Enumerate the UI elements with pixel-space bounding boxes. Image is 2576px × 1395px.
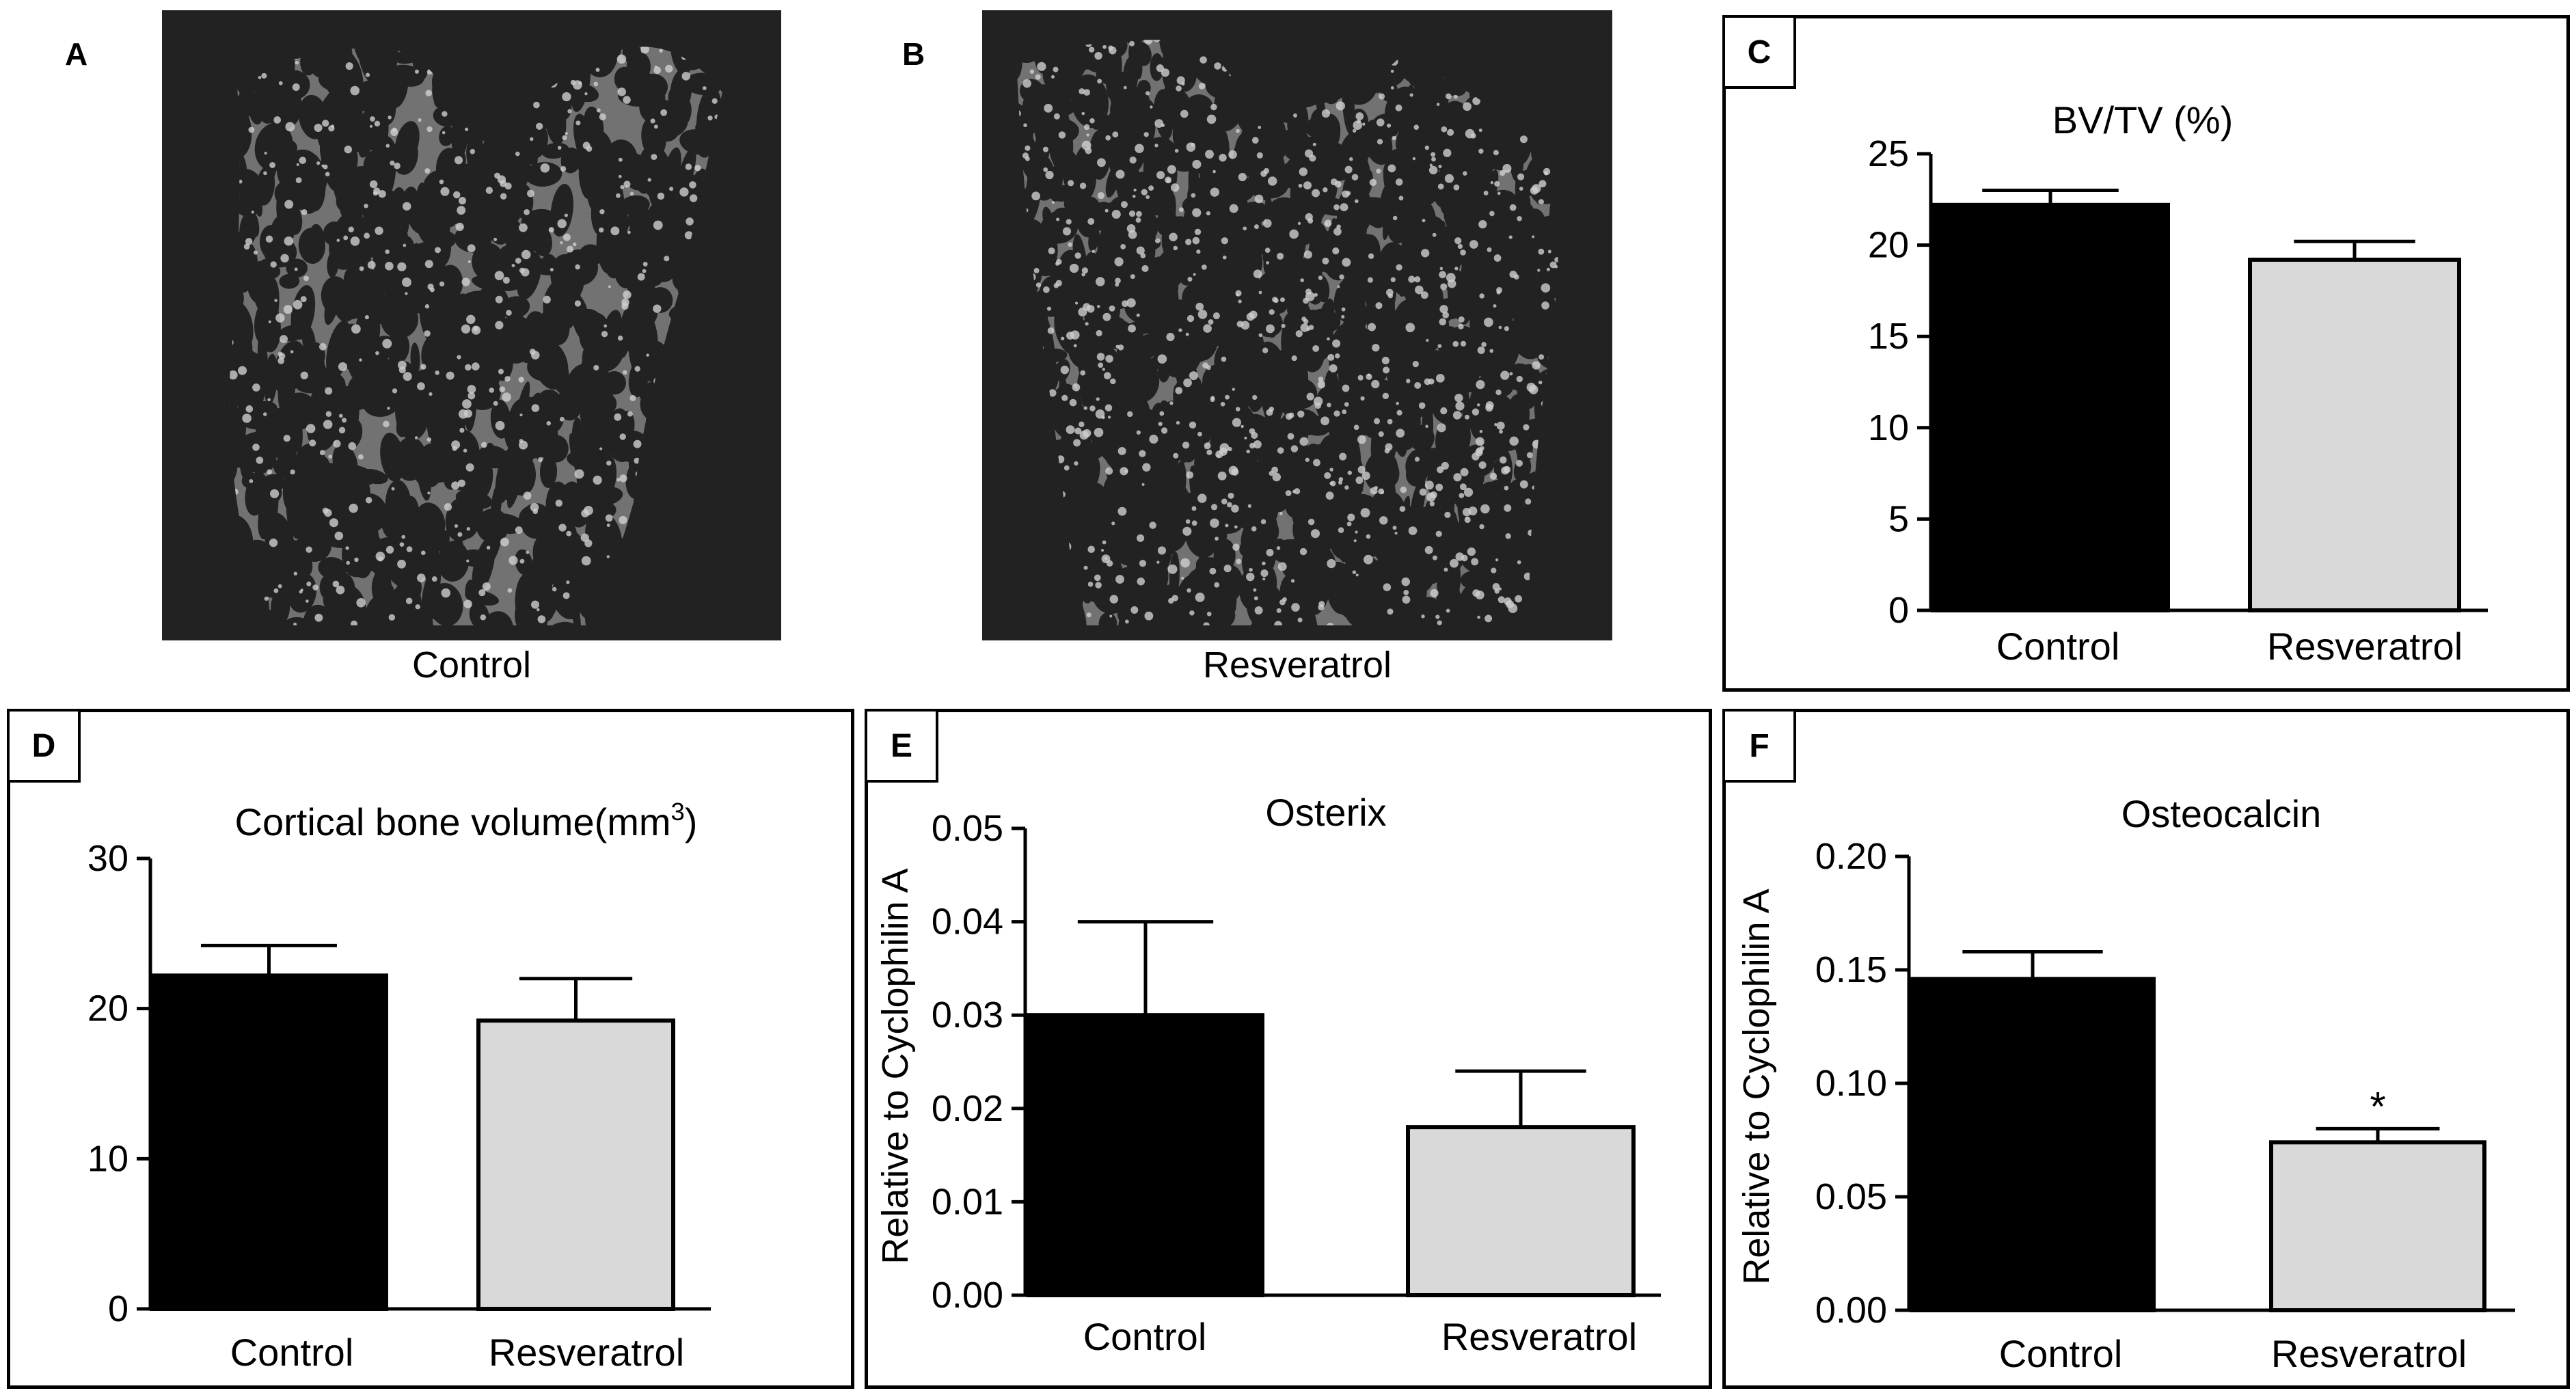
chart-title: Cortical bone volume(mm3) [235,798,698,843]
x-category-label: Resveratrol [2271,1332,2467,1375]
x-category-label: Control [1996,625,2120,668]
y-tick-label: 0.05 [932,808,1003,849]
panel-f-letter: F [1722,709,1796,783]
trabecular-bone-render [1016,40,1558,626]
chart-c: BV/TV (%) 0 5 10 15 20 25 Control Resveratrol [1868,98,2488,668]
significance-marker: * [2370,1083,2385,1129]
y-tick-label: 0.00 [1815,1290,1887,1331]
chart-d: Cortical bone volume(mm3) 0 10 20 30 Control R… [87,798,711,1374]
micro-ct-caption-resveratrol: Resveratrol [1202,645,1392,686]
x-category-label: Resveratrol [489,1331,684,1374]
y-tick-label: 0.02 [932,1088,1003,1129]
y-tick-label: 0.01 [932,1181,1003,1222]
panel-d-frame [7,709,854,1389]
trabecular-bone-render [229,46,723,626]
y-tick-label: 25 [1868,133,1909,174]
x-category-label: Control [1083,1315,1207,1358]
y-tick-label: 15 [1868,316,1909,357]
y-tick-label: 5 [1888,498,1909,539]
y-axis-label: Relative to Cyclophilin A [1736,889,1777,1284]
x-category-label: Control [1999,1332,2123,1375]
micro-ct-caption-control: Control [411,645,532,686]
bar-control [150,973,388,1311]
x-category-label: Resveratrol [1441,1315,1637,1358]
panel-c-letter: C [1722,15,1796,89]
y-tick-label: 0.00 [932,1275,1003,1316]
bar-control [1027,1013,1264,1297]
chart-title-end: ) [685,800,698,843]
bar-control [1931,202,2170,613]
panel-d-letter: D [7,709,81,783]
bar-control [1910,977,2156,1313]
y-tick-label: 10 [87,1138,128,1179]
y-tick-label: 0.10 [1815,1063,1887,1104]
bar-resveratrol [476,1018,675,1311]
micro-ct-image-resveratrol [982,10,1612,640]
chart-title-superscript: 3 [671,798,685,826]
chart-f: Osteocalcin 0.00 0.05 0.10 0.15 0.20 Relative … [1736,792,2515,1375]
panel-b-letter: B [902,36,925,72]
y-tick-label: 0 [1888,590,1909,631]
x-category-label: Control [230,1331,354,1374]
y-tick-label: 30 [87,838,128,879]
chart-title: BV/TV (%) [2052,98,2233,141]
y-tick-label: 0.20 [1815,836,1887,877]
chart-title: Osteocalcin [2121,792,2322,835]
y-tick-label: 0.04 [932,902,1003,943]
y-tick-label: 0 [108,1288,128,1329]
y-tick-label: 20 [87,988,128,1029]
panel-a-letter: A [65,36,88,72]
x-category-label: Resveratrol [2267,625,2463,668]
bar-resveratrol [2269,1140,2486,1312]
panel-e-letter: E [865,709,938,783]
y-tick-label: 10 [1868,407,1909,448]
y-tick-label: 0.03 [932,994,1003,1035]
y-tick-label: 0.05 [1815,1176,1887,1217]
y-tick-label: 20 [1868,225,1909,266]
bar-resveratrol [2248,257,2461,612]
chart-title: Osterix [1265,791,1386,834]
y-tick-label: 0.15 [1815,949,1887,990]
chart-e: Osterix 0.00 0.01 0.02 0.03 0.04 0.05 Relative … [875,791,1661,1358]
micro-ct-image-control [162,10,781,640]
bar-resveratrol [1406,1125,1636,1297]
y-axis-label: Relative to Cyclophilin A [875,868,916,1264]
